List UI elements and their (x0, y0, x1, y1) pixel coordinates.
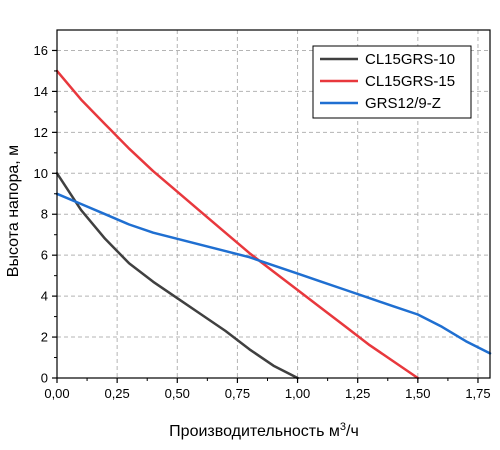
legend-label-cl15grs-15: CL15GRS-15 (365, 73, 455, 90)
x-tick-label: 1,00 (285, 386, 310, 401)
x-tick-label: 1,50 (405, 386, 430, 401)
legend: CL15GRS-10 CL15GRS-15 GRS12/9-Z (312, 45, 472, 119)
y-tick-label: 16 (34, 43, 48, 58)
y-tick-label: 12 (34, 125, 48, 140)
x-tick-label: 0,00 (44, 386, 69, 401)
x-axis-label-main: Производительность м (169, 423, 340, 440)
axis-ticks (52, 49, 479, 383)
x-tick-label: 1,75 (465, 386, 490, 401)
y-tick-label: 0 (41, 371, 48, 386)
x-axis-label-superscript: 3 (340, 421, 346, 433)
x-tick-label: 0,25 (104, 386, 129, 401)
y-tick-label: 2 (41, 330, 48, 345)
y-tick-label: 4 (41, 289, 48, 304)
y-tick-label: 10 (34, 166, 48, 181)
x-tick-labels: 0,00 0,25 0,50 0,75 1,00 1,25 1,50 1,75 (44, 386, 490, 401)
plot-area-frame (56, 29, 491, 379)
y-tick-label: 8 (41, 207, 48, 222)
series-line-cl15grs-10 (55, 172, 299, 380)
series-lines (55, 69, 492, 380)
y-tick-label: 14 (34, 84, 48, 99)
x-tick-label: 0,75 (225, 386, 250, 401)
legend-label-cl15grs-10: CL15GRS-10 (365, 51, 455, 68)
y-tick-label: 6 (41, 248, 48, 263)
legend-label-grs12-9-z: GRS12/9-Z (365, 95, 441, 112)
y-axis-label: Высота напора, м (5, 145, 22, 277)
x-axis-label: Производительность м3/ч (169, 421, 359, 440)
series-line-cl15grs-15 (55, 69, 420, 380)
x-axis-label-tail: /ч (346, 423, 359, 440)
series-line-grs12-9-z (55, 192, 492, 355)
x-tick-label: 0,50 (165, 386, 190, 401)
y-tick-labels: 0 2 4 6 8 10 12 14 16 (34, 43, 48, 386)
x-tick-label: 1,25 (345, 386, 370, 401)
